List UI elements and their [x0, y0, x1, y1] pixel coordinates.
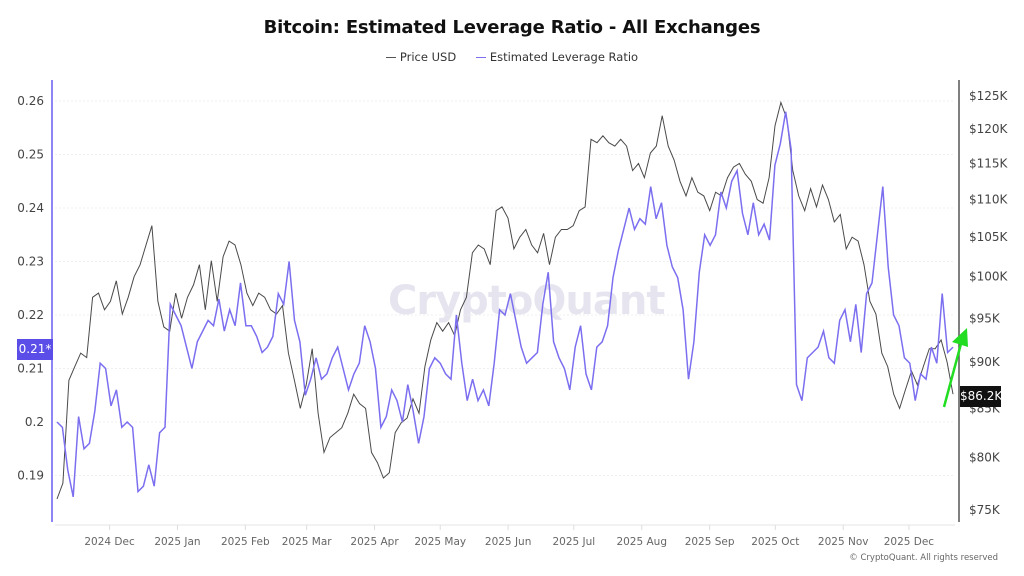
- left-tick-label: 0.25: [17, 148, 44, 162]
- right-tick-label: $110K: [969, 193, 1009, 207]
- right-tick-label: $100K: [969, 270, 1009, 284]
- x-tick-label: 2025 May: [414, 536, 466, 548]
- current-price-badge: $86.2K: [960, 386, 1002, 407]
- x-tick-label: 2024 Dec: [84, 536, 135, 548]
- right-tick-label: $120K: [969, 122, 1009, 136]
- legend-label-leverage: Estimated Leverage Ratio: [489, 50, 639, 64]
- x-tick-label: 2025 Nov: [818, 536, 869, 548]
- right-tick-label: $80K: [969, 450, 1001, 464]
- left-tick-label: 0.19: [17, 469, 44, 483]
- x-tick-label: 2025 Mar: [282, 536, 333, 548]
- copyright-text: © CryptoQuant. All rights reserved: [849, 553, 998, 563]
- left-axis-ticks: 0.26 0.25 0.24 0.23 0.22 0.21 0.2 0.19: [17, 94, 44, 483]
- left-tick-label: 0.21: [17, 362, 44, 376]
- x-tick-label: 2025 Sep: [685, 536, 735, 548]
- x-axis-ticks: 2024 Dec 2025 Jan 2025 Feb 2025 Mar 2025 Apr…: [84, 525, 934, 548]
- right-tick-label: $90K: [969, 355, 1001, 369]
- right-axis-ticks: $125K $120K $115K $110K $105K $100K $95K $90K $8…: [969, 89, 1009, 517]
- left-tick-label: 0.23: [17, 255, 44, 269]
- x-tick-label: 2025 Jan: [154, 536, 200, 548]
- left-tick-label: 0.24: [17, 201, 44, 215]
- legend-swatch-price: [385, 57, 396, 58]
- right-tick-label: $115K: [969, 157, 1009, 171]
- series-line-leverage: [56, 111, 954, 498]
- right-tick-label: $95K: [969, 311, 1001, 325]
- right-tick-label: $75K: [969, 503, 1001, 517]
- right-tick-label: $105K: [969, 230, 1009, 244]
- legend: Price USD Estimated Leverage Ratio: [0, 50, 1024, 64]
- x-tick-label: 2025 Jul: [552, 536, 595, 548]
- right-tick-label: $125K: [969, 89, 1009, 103]
- series-line-price: [56, 100, 954, 500]
- x-tick-label: 2025 Jun: [485, 536, 531, 548]
- current-leverage-badge: 0.21*: [17, 339, 53, 360]
- gridlines: [55, 100, 955, 476]
- legend-item-price[interactable]: Price USD: [385, 50, 457, 64]
- legend-swatch-leverage: [475, 57, 486, 58]
- legend-item-leverage[interactable]: Estimated Leverage Ratio: [475, 50, 639, 64]
- left-tick-label: 0.26: [17, 94, 44, 108]
- left-tick-label: 0.22: [17, 308, 44, 322]
- chart-title: Bitcoin: Estimated Leverage Ratio - All …: [263, 17, 761, 38]
- x-tick-label: 2025 Apr: [350, 536, 399, 548]
- x-tick-label: 2025 Aug: [616, 536, 667, 548]
- x-tick-label: 2025 Feb: [221, 536, 270, 548]
- x-tick-label: 2025 Dec: [884, 536, 935, 548]
- left-tick-label: 0.2: [25, 415, 44, 429]
- annotation-arrow: [942, 328, 968, 408]
- x-tick-label: 2025 Oct: [751, 536, 799, 548]
- legend-label-price: Price USD: [399, 50, 457, 64]
- watermark: CryptoQuant: [388, 278, 665, 324]
